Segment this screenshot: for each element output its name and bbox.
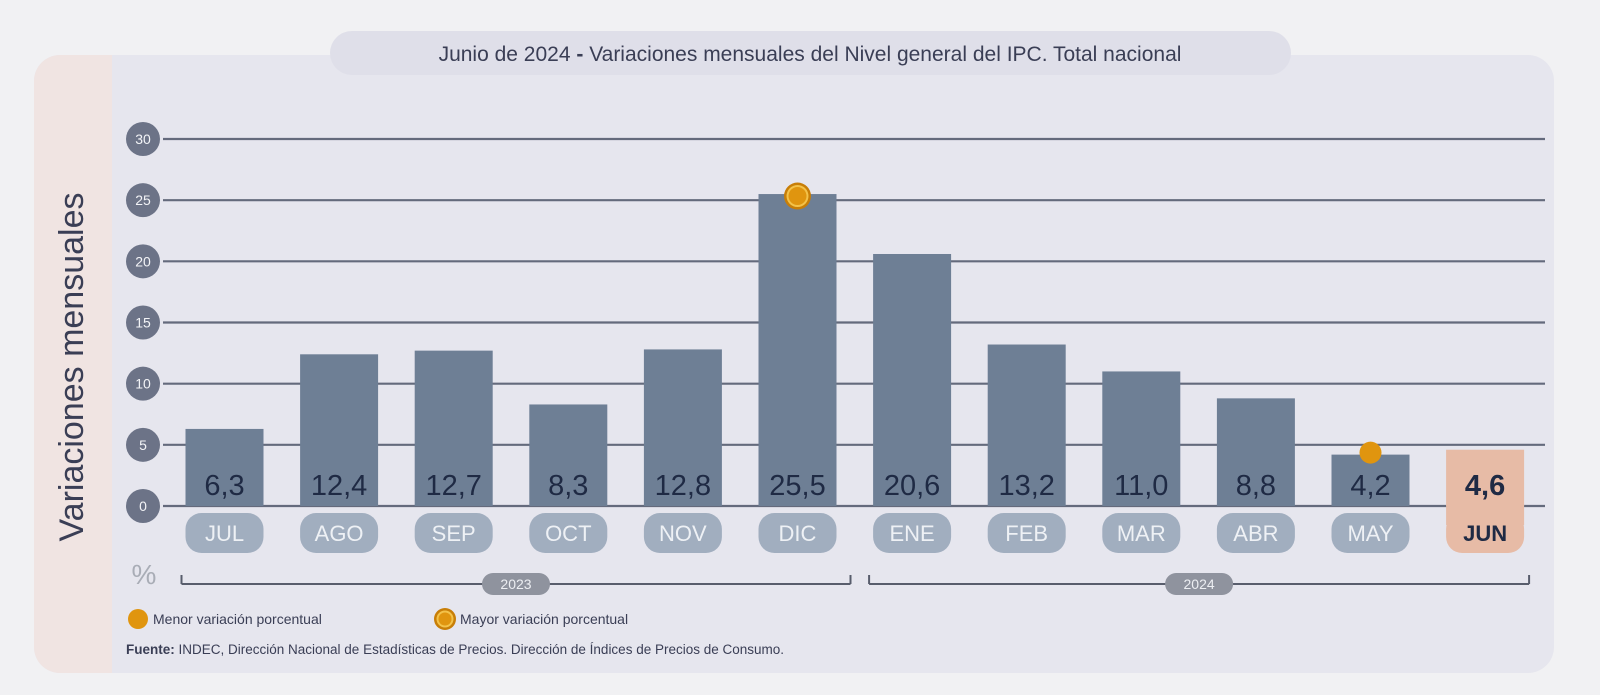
tick-label-dic: DIC xyxy=(779,521,817,546)
y-tick-badge xyxy=(126,427,160,462)
tick-label-mar: MAR xyxy=(1117,521,1166,546)
value-label-jun: 4,6 xyxy=(1465,470,1505,502)
year-badge-2024 xyxy=(1165,573,1234,595)
y-tick-label: 20 xyxy=(135,253,151,269)
tick-label-nov: NOV xyxy=(659,521,707,546)
bars xyxy=(185,194,1525,507)
year-label-2024: 2024 xyxy=(1184,576,1215,592)
source-text: INDEC, Dirección Nacional de Estadística… xyxy=(175,642,784,657)
category-pill-ene xyxy=(873,513,952,553)
tick-label-may: MAY xyxy=(1347,521,1393,546)
value-label-may: 4,2 xyxy=(1350,470,1390,502)
category-pills: JUL AGO SEP OCT NOV DIC ENE FEB MAR ABR MAY JUN xyxy=(185,505,1525,553)
title-separator: - xyxy=(571,43,590,66)
bar-jul xyxy=(185,428,264,506)
bar-ago xyxy=(300,354,379,506)
y-tick-label: 5 xyxy=(139,437,147,453)
value-label-abr: 8,8 xyxy=(1236,470,1276,502)
max-marker xyxy=(788,187,807,206)
tick-label-ago: AGO xyxy=(315,521,364,546)
value-label-oct: 8,3 xyxy=(548,470,588,502)
y-tick-badge xyxy=(126,489,160,523)
y-axis-label: Variaciones mensuales xyxy=(53,193,91,542)
tick-label-feb: FEB xyxy=(1005,521,1048,546)
tick-label-ene: ENE xyxy=(889,521,934,546)
bar-dic xyxy=(758,194,837,507)
chart-title: Junio de 2024 - Variaciones mensuales de… xyxy=(439,43,1182,66)
tick-label-oct: OCT xyxy=(545,521,591,546)
value-labels: 6,3 12,4 12,7 8,3 12,8 25,5 20,6 13,2 11,0 8,8 4,2… xyxy=(204,470,1505,502)
category-pill-feb xyxy=(987,513,1066,553)
category-pill-nov xyxy=(643,513,722,553)
markers xyxy=(784,182,1382,464)
value-label-sep: 12,7 xyxy=(425,470,481,502)
source-label: Fuente: xyxy=(126,642,175,657)
value-label-ene: 20,6 xyxy=(884,470,940,502)
legend-min-marker xyxy=(128,609,148,629)
category-pill-jul xyxy=(185,513,264,553)
bar-abr xyxy=(1216,398,1295,506)
y-tick-label: 15 xyxy=(135,315,151,331)
tick-label-sep: SEP xyxy=(432,521,476,546)
category-pill-sep xyxy=(414,513,493,553)
tick-label-abr: ABR xyxy=(1233,521,1278,546)
tick-label-jul: JUL xyxy=(205,521,244,546)
bar-nov xyxy=(643,349,722,506)
value-label-ago: 12,4 xyxy=(311,470,367,502)
bar-oct xyxy=(529,404,608,506)
tick-label-jun: JUN xyxy=(1463,521,1507,546)
title-pill xyxy=(330,31,1291,75)
bar-sep xyxy=(414,350,493,506)
y-tick-badge xyxy=(126,366,160,401)
year-brackets: 2023 2024 xyxy=(180,573,1531,595)
pill-join xyxy=(1446,505,1525,525)
y-tick-label: 25 xyxy=(135,192,151,208)
bar-ene xyxy=(873,253,952,506)
year-badge-2023 xyxy=(482,573,550,595)
category-pill-dic xyxy=(758,513,837,553)
category-pill-mar xyxy=(1102,513,1181,553)
value-label-feb: 13,2 xyxy=(998,470,1054,502)
title-prefix: Junio de 2024 xyxy=(439,43,571,66)
value-label-nov: 12,8 xyxy=(655,470,711,502)
min-marker xyxy=(1359,441,1382,464)
title-main: Variaciones mensuales del Nivel general … xyxy=(589,43,1181,66)
legend: Menor variación porcentual Mayor variació… xyxy=(128,608,628,630)
unit-label: % xyxy=(132,559,157,590)
year-label-2023: 2023 xyxy=(500,576,531,592)
y-tick-label: 10 xyxy=(135,376,151,392)
bar-mar xyxy=(1102,371,1181,506)
y-tick-badge xyxy=(126,183,160,218)
category-pill-ago xyxy=(300,513,379,553)
category-pill-abr xyxy=(1216,513,1295,553)
legend-label-min: Menor variación porcentual xyxy=(153,611,322,627)
category-pill-oct xyxy=(529,513,608,553)
bar-jun xyxy=(1446,449,1525,506)
y-tick-badge xyxy=(126,122,160,156)
left-strip-fill xyxy=(86,55,112,673)
legend-max-marker-core xyxy=(438,612,452,626)
legend-label-max: Mayor variación porcentual xyxy=(460,611,628,627)
value-label-dic: 25,5 xyxy=(769,470,825,502)
gridlines: 0 5 10 15 20 25 30 xyxy=(126,122,1545,523)
y-tick-badge xyxy=(126,305,160,340)
bar-feb xyxy=(987,344,1066,506)
y-tick-label: 30 xyxy=(135,131,151,147)
y-tick-badge xyxy=(126,244,160,279)
value-label-jul: 6,3 xyxy=(204,470,244,502)
category-pill-may xyxy=(1331,513,1410,553)
source-note: Fuente: INDEC, Dirección Nacional de Est… xyxy=(126,642,784,657)
value-label-mar: 11,0 xyxy=(1114,470,1168,502)
y-tick-label: 0 xyxy=(139,498,147,514)
